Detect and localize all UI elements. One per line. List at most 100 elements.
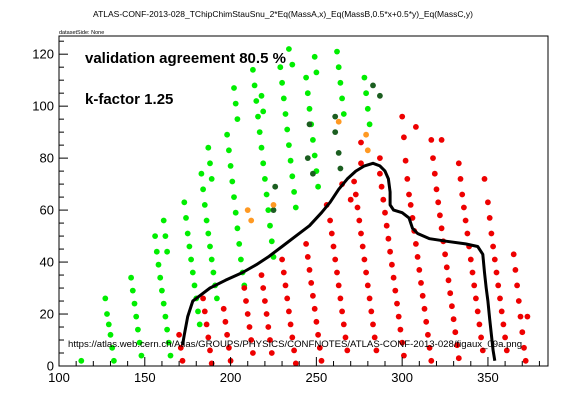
data-point-red [455, 160, 462, 167]
data-point-green [162, 313, 169, 320]
data-point-green [189, 269, 196, 276]
data-point-red [363, 269, 369, 276]
data-point-green [229, 178, 236, 185]
data-point-red [291, 347, 297, 354]
data-point-green [289, 61, 296, 68]
data-point-green [262, 176, 268, 182]
data-point-green [258, 92, 265, 99]
data-point-red [431, 170, 438, 177]
data-point-red [406, 191, 412, 198]
data-point-red [205, 334, 212, 341]
data-point-darkgreen [306, 121, 313, 128]
data-point-green [198, 170, 205, 177]
data-point-green [289, 173, 296, 180]
data-point-red [179, 357, 186, 364]
y-tick-label: 40 [40, 255, 54, 270]
data-point-red [425, 331, 431, 338]
kfactor-annotation: k-factor 1.25 [85, 91, 173, 108]
data-point-red [243, 298, 249, 304]
data-point-red [316, 344, 323, 351]
data-point-red [334, 269, 340, 276]
data-point-red [514, 282, 520, 289]
data-point-red [449, 303, 455, 310]
data-point-green [164, 248, 171, 255]
data-point-green [304, 90, 311, 97]
data-point-red [287, 321, 294, 328]
data-point-green [167, 352, 174, 359]
data-point-red [474, 308, 481, 315]
data-point-green [159, 287, 165, 294]
data-point-red [445, 277, 452, 284]
data-point-red [310, 292, 316, 299]
data-point-red [469, 269, 476, 276]
data-point-red [481, 176, 488, 182]
data-point-green [315, 183, 321, 190]
data-point-red [471, 282, 478, 289]
source-url-annotation: https://atlas.web.cern.ch/Atlas/GROUPS/P… [68, 339, 522, 350]
y-tick-label: 120 [32, 47, 54, 62]
data-point-green [200, 186, 207, 193]
data-point-green [311, 53, 318, 60]
data-point-green [191, 282, 198, 289]
x-tick-label: 200 [220, 370, 242, 385]
data-point-red [373, 347, 380, 354]
data-point-red [442, 251, 448, 258]
data-point-red [421, 305, 428, 312]
data-point-green [251, 82, 258, 89]
data-point-green [196, 321, 203, 328]
data-point-red [332, 256, 339, 263]
data-point-green [363, 90, 369, 97]
data-point-red [495, 282, 502, 289]
data-point-red [450, 316, 457, 323]
data-point-green [131, 300, 138, 307]
data-point-red [352, 191, 359, 198]
data-point-red [498, 308, 505, 315]
data-point-red [486, 215, 493, 221]
data-point-green [152, 233, 159, 240]
data-point-red [224, 331, 231, 338]
data-point-green [153, 248, 160, 255]
data-point-red [387, 248, 393, 255]
data-point-green [138, 352, 145, 359]
data-point-green [133, 313, 140, 320]
data-point-green [128, 274, 135, 281]
chart-subtitle: datasetSide: None [59, 30, 104, 36]
data-point-green [364, 105, 371, 112]
data-point-red [358, 139, 364, 146]
data-point-red [473, 295, 479, 302]
data-point-red [478, 334, 484, 341]
data-point-green [268, 238, 275, 245]
data-point-red [289, 334, 296, 341]
data-point-red [244, 311, 251, 317]
data-point-green [226, 147, 232, 154]
data-point-darkgreen [332, 129, 339, 136]
data-point-red [265, 324, 272, 330]
x-tick-label: 150 [134, 370, 156, 385]
data-point-red [433, 186, 440, 193]
data-point-green [129, 287, 136, 294]
data-point-red [220, 305, 227, 312]
data-point-red [447, 290, 454, 297]
data-point-red [378, 183, 385, 190]
data-point-green [203, 217, 210, 224]
data-point-orange [244, 207, 251, 214]
data-point-red [404, 176, 411, 182]
data-point-green [306, 105, 313, 112]
data-point-red [438, 225, 445, 232]
data-point-red [282, 282, 289, 289]
data-point-red [330, 243, 337, 250]
data-point-green [208, 256, 215, 263]
data-point-orange [248, 217, 255, 224]
data-point-red [512, 267, 519, 273]
data-point-red [308, 280, 315, 286]
data-point-red [392, 287, 399, 294]
data-point-green [234, 225, 241, 232]
data-point-green [227, 163, 234, 169]
data-point-red [452, 329, 459, 336]
data-point-red [207, 347, 213, 354]
data-point-red [267, 337, 273, 343]
data-point-green [102, 295, 109, 302]
data-point-red [377, 155, 383, 162]
data-point-red [519, 329, 526, 336]
